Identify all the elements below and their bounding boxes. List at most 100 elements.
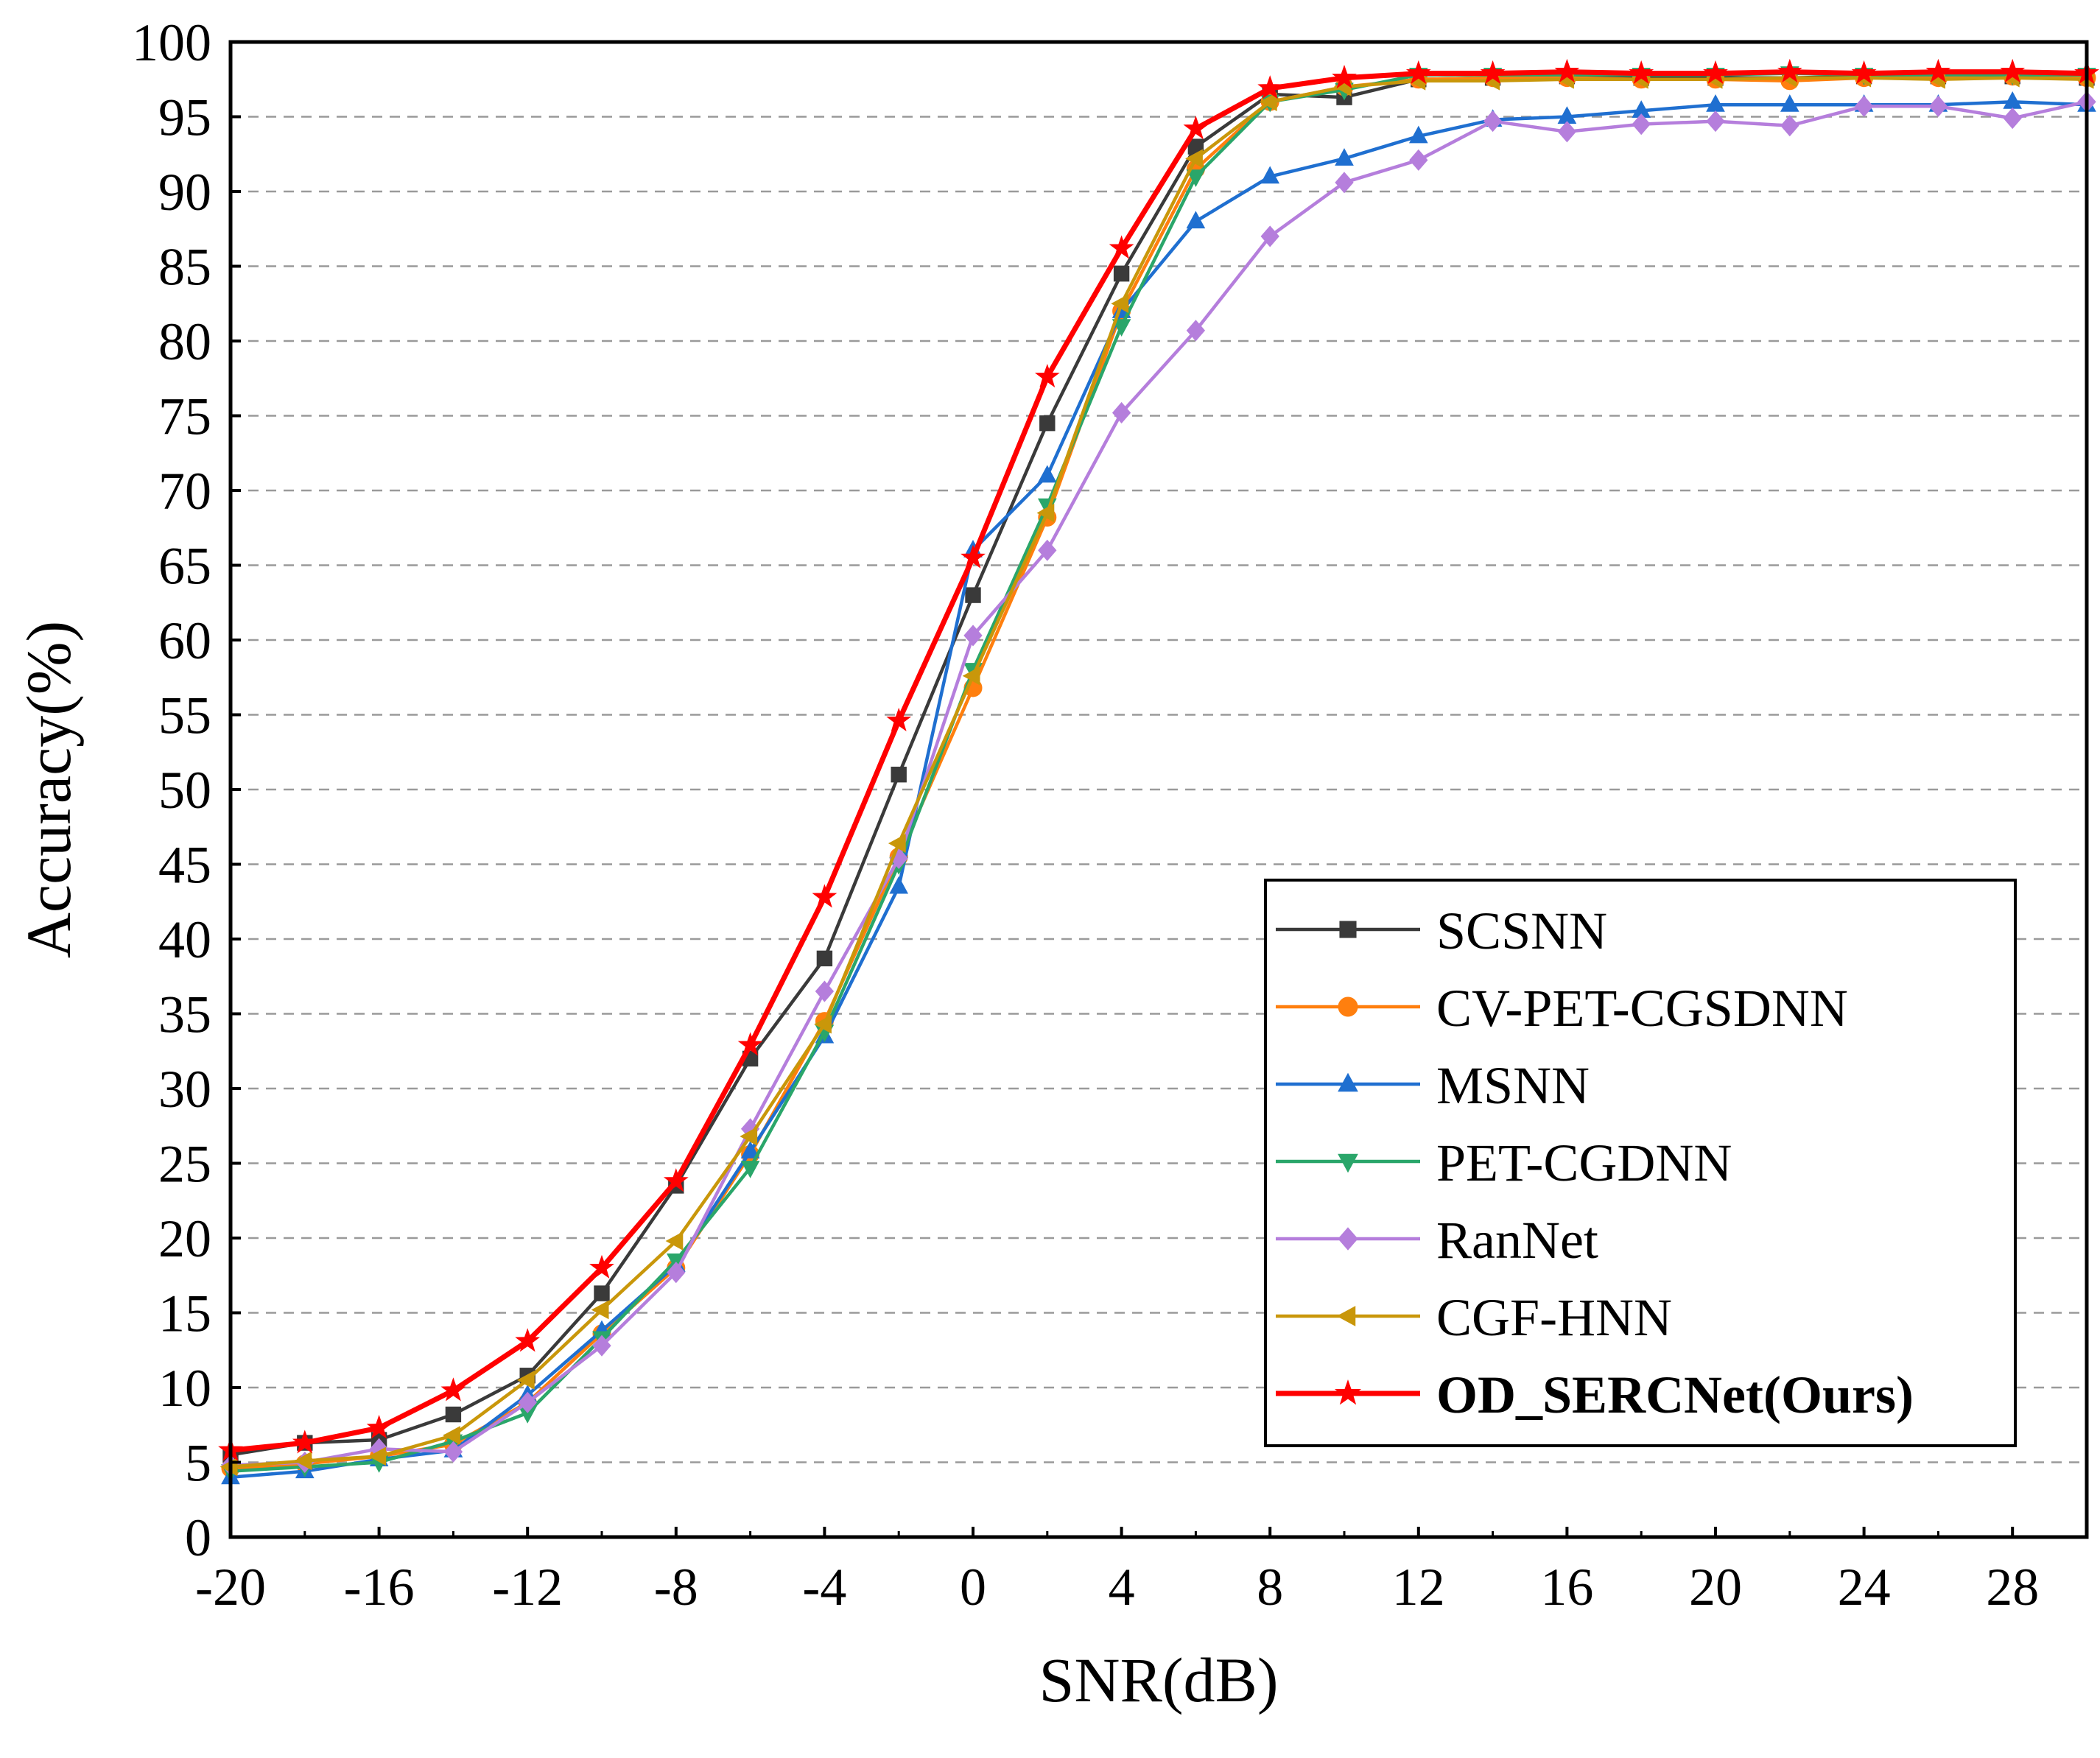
y-tick-label: 15 bbox=[158, 1284, 211, 1343]
x-tick-label: 16 bbox=[1540, 1558, 1593, 1617]
x-tick-label: 0 bbox=[960, 1558, 986, 1617]
y-tick-label: 100 bbox=[132, 13, 211, 72]
y-tick-label: 40 bbox=[158, 910, 211, 969]
legend-item: CGF-HNN bbox=[1276, 1288, 1672, 1347]
axis-ticks: 0510152025303540455055606570758085909510… bbox=[132, 13, 2039, 1617]
legend-label: OD_SERCNet(Ours) bbox=[1436, 1365, 1914, 1424]
data-point bbox=[368, 1446, 387, 1466]
y-tick-label: 0 bbox=[185, 1508, 211, 1567]
data-point bbox=[889, 876, 909, 894]
x-tick-label: -4 bbox=[802, 1558, 846, 1617]
data-point bbox=[1112, 401, 1131, 424]
legend-marker bbox=[1336, 1306, 1356, 1326]
data-point bbox=[816, 950, 833, 967]
data-point bbox=[443, 1426, 460, 1445]
data-point bbox=[516, 1371, 535, 1390]
legend-label: CGF-HNN bbox=[1436, 1288, 1672, 1347]
data-point bbox=[1335, 172, 1354, 194]
data-point bbox=[1409, 149, 1428, 171]
data-point bbox=[515, 1328, 541, 1352]
x-tick-label: 28 bbox=[1986, 1558, 2039, 1617]
data-point bbox=[294, 1451, 312, 1471]
legend-item: CV-PET-CGSDNN bbox=[1276, 979, 1848, 1038]
y-tick-label: 45 bbox=[158, 836, 211, 895]
legend-label: MSNN bbox=[1436, 1056, 1590, 1115]
data-point bbox=[663, 1168, 689, 1192]
data-point bbox=[443, 1441, 463, 1463]
data-point bbox=[886, 707, 912, 731]
legend-marker bbox=[1339, 921, 1357, 938]
data-point bbox=[1186, 211, 1206, 229]
x-tick-label: -20 bbox=[195, 1558, 266, 1617]
data-point bbox=[815, 980, 835, 1002]
x-tick-label: 20 bbox=[1689, 1558, 1742, 1617]
x-tick-label: 24 bbox=[1838, 1558, 1891, 1617]
data-point bbox=[1554, 58, 1580, 82]
y-tick-label: 5 bbox=[185, 1434, 211, 1493]
data-point bbox=[1480, 60, 1506, 85]
legend-label: PET-CGDNN bbox=[1436, 1133, 1732, 1192]
series-CGF-HNN bbox=[220, 68, 2094, 1477]
data-point bbox=[1854, 95, 1874, 117]
x-tick-label: 12 bbox=[1392, 1558, 1445, 1617]
data-point bbox=[1037, 465, 1057, 483]
series-layer bbox=[218, 58, 2099, 1485]
y-tick-label: 80 bbox=[158, 312, 211, 371]
data-point bbox=[591, 1300, 609, 1320]
data-point bbox=[1113, 265, 1130, 282]
data-point bbox=[1408, 125, 1428, 144]
data-point bbox=[740, 1141, 760, 1158]
data-point bbox=[366, 1415, 392, 1439]
x-tick-label: -8 bbox=[654, 1558, 698, 1617]
series-line bbox=[230, 76, 2087, 1469]
data-point bbox=[1632, 113, 1651, 136]
data-point bbox=[1034, 363, 1060, 388]
data-point bbox=[1483, 110, 1503, 133]
gridlines bbox=[231, 116, 2087, 1463]
legend-label: CV-PET-CGSDNN bbox=[1436, 979, 1848, 1038]
data-point bbox=[888, 834, 906, 853]
y-tick-label: 60 bbox=[158, 611, 211, 670]
data-point bbox=[292, 1430, 317, 1454]
data-point bbox=[1185, 149, 1203, 169]
data-point bbox=[1703, 60, 1728, 85]
legend-item: PET-CGDNN bbox=[1276, 1133, 1732, 1192]
legend-item: OD_SERCNet(Ours) bbox=[1276, 1365, 1914, 1424]
data-point bbox=[2000, 58, 2026, 82]
y-tick-label: 65 bbox=[158, 537, 211, 596]
y-tick-label: 50 bbox=[158, 761, 211, 820]
data-point bbox=[1039, 415, 1056, 432]
series-line bbox=[230, 69, 2087, 1453]
legend-marker bbox=[1338, 996, 1358, 1017]
data-point bbox=[963, 625, 983, 647]
data-point bbox=[1111, 294, 1129, 314]
data-point bbox=[1038, 539, 1057, 561]
series-RanNet bbox=[221, 91, 2096, 1477]
y-tick-label: 25 bbox=[158, 1135, 211, 1194]
data-point bbox=[1777, 58, 1802, 82]
x-tick-label: 4 bbox=[1109, 1558, 1135, 1617]
y-tick-label: 70 bbox=[158, 462, 211, 521]
y-tick-label: 95 bbox=[158, 88, 211, 147]
data-point bbox=[1186, 169, 1206, 187]
series-OD_SERCNet(Ours) bbox=[218, 58, 2099, 1461]
x-axis-title: SNR(dB) bbox=[1039, 1645, 1279, 1715]
data-point bbox=[2003, 107, 2022, 130]
y-tick-label: 55 bbox=[158, 686, 211, 745]
y-tick-label: 85 bbox=[158, 238, 211, 297]
data-point bbox=[740, 1127, 758, 1146]
series-line bbox=[230, 99, 2087, 1480]
legend-marker bbox=[1338, 1227, 1358, 1251]
data-point bbox=[1335, 148, 1354, 166]
legend-item: SCSNN bbox=[1276, 901, 1607, 960]
data-point bbox=[1780, 94, 1799, 112]
data-point bbox=[961, 544, 986, 569]
x-tick-label: -16 bbox=[344, 1558, 415, 1617]
data-point bbox=[1112, 319, 1131, 337]
data-point bbox=[965, 587, 981, 603]
data-point bbox=[1405, 60, 1431, 85]
data-point bbox=[1259, 92, 1277, 112]
legend-item: MSNN bbox=[1276, 1056, 1590, 1115]
legend-item: RanNet bbox=[1276, 1211, 1598, 1270]
data-point bbox=[737, 1032, 763, 1056]
